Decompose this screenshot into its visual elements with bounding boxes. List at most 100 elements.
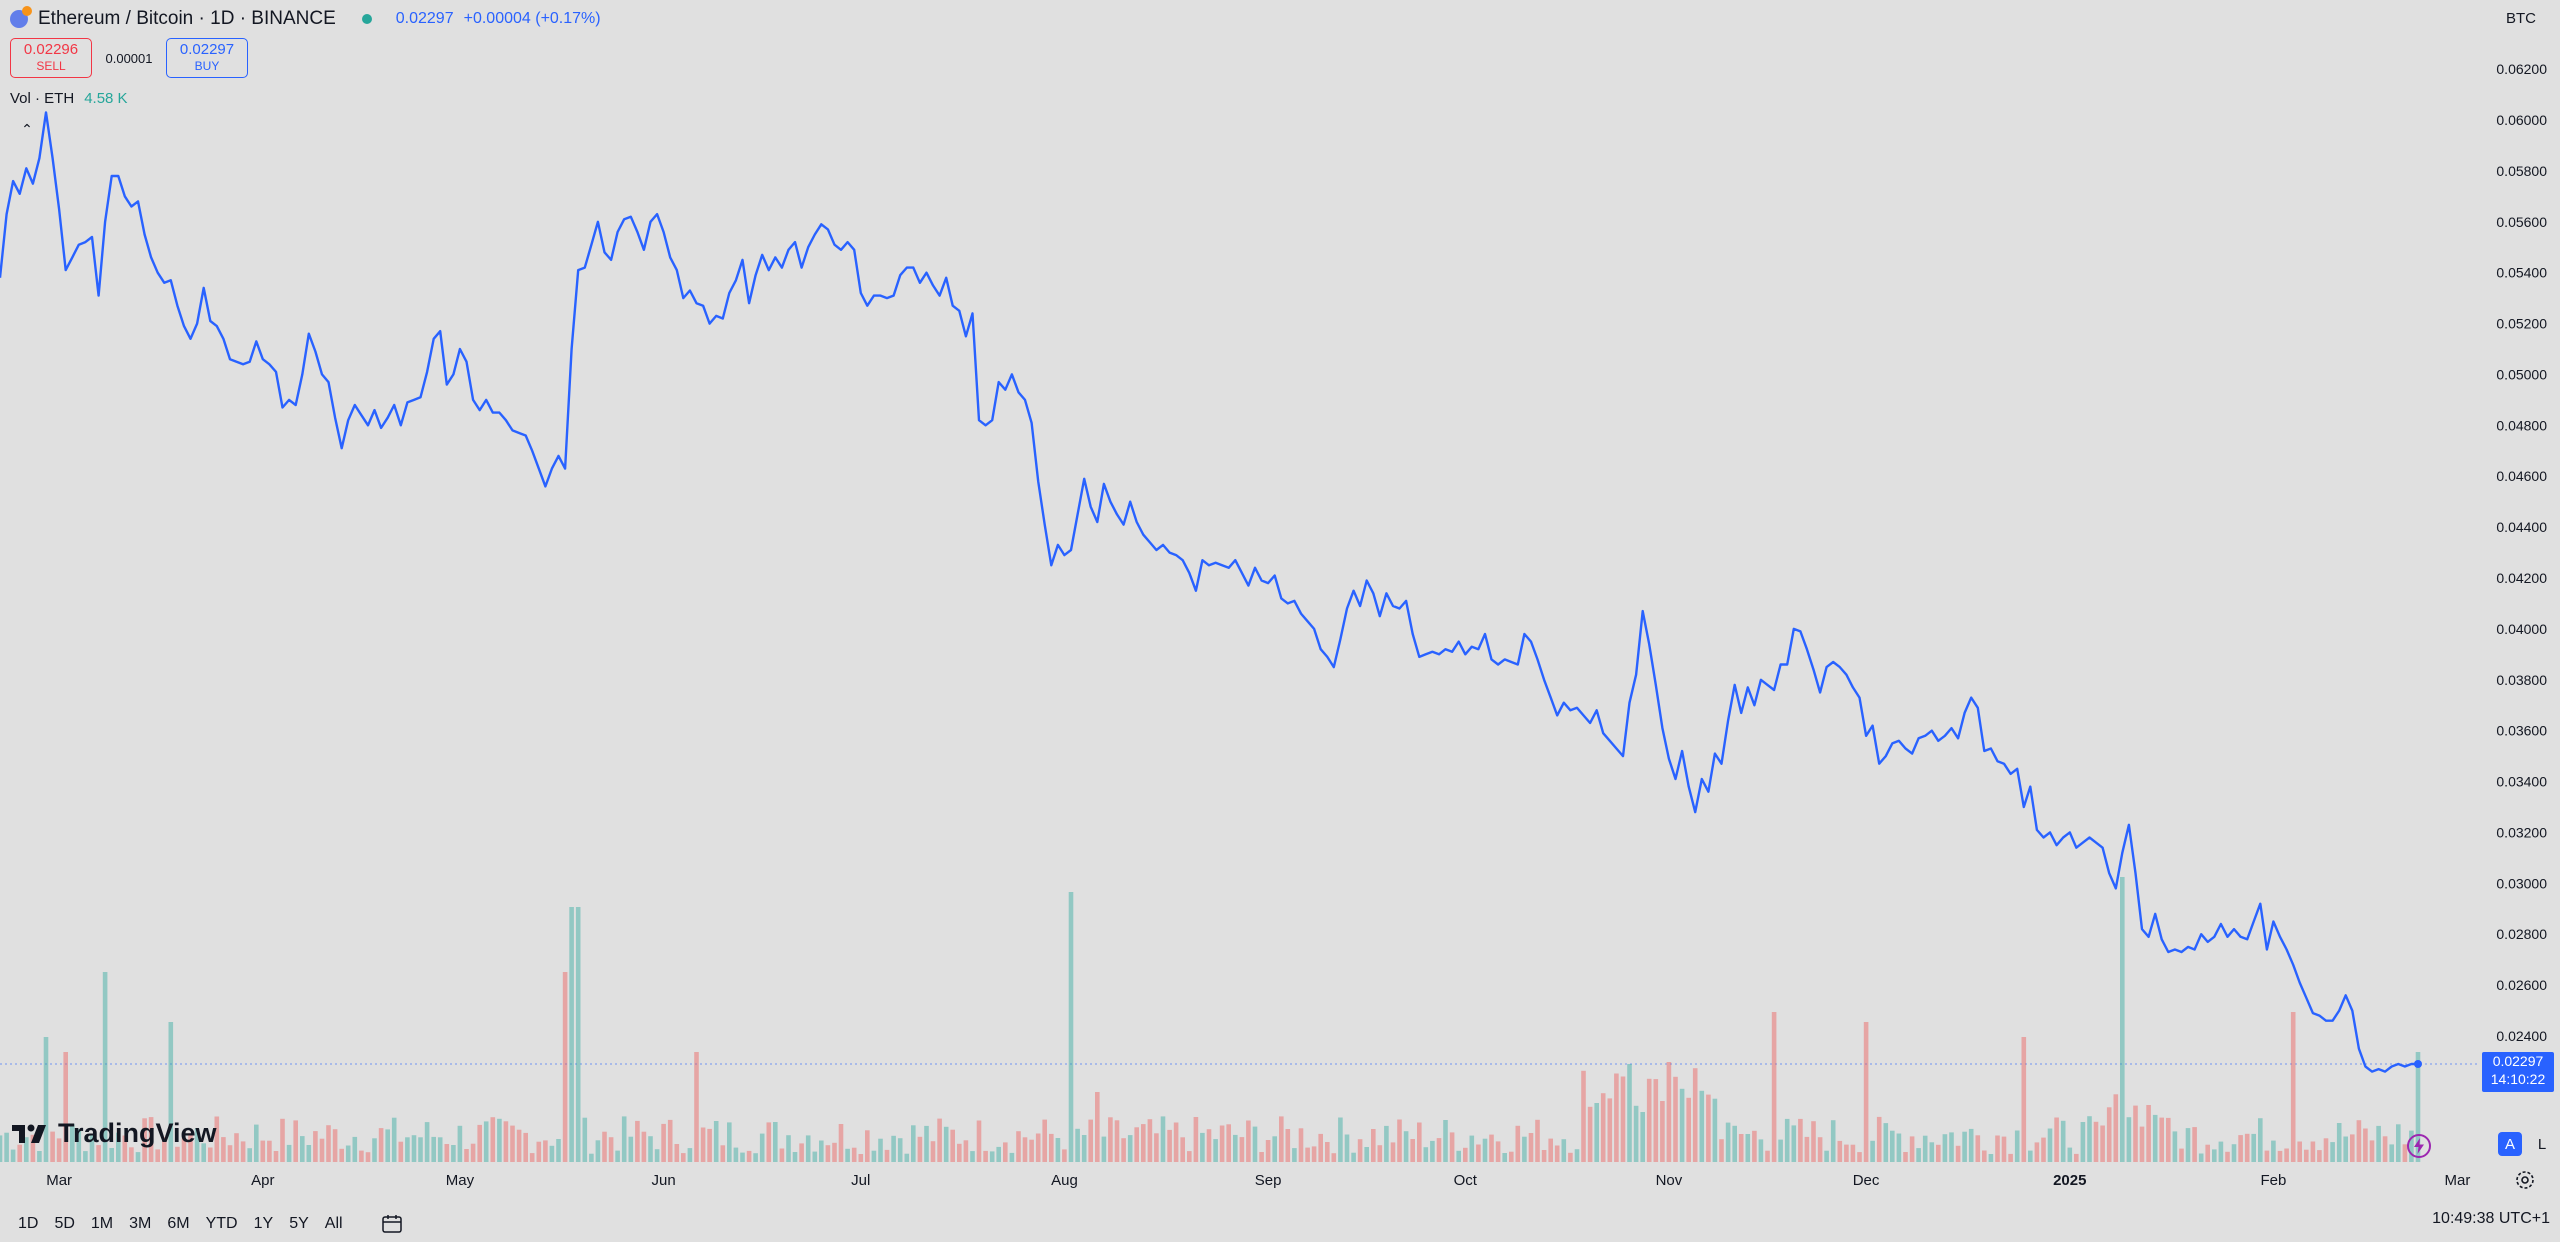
- volume-bar: [740, 1152, 745, 1162]
- volume-bar: [1666, 1062, 1672, 1162]
- volume-bar: [2198, 1153, 2204, 1162]
- volume-legend[interactable]: Vol · ETH 4.58 K: [10, 90, 128, 107]
- volume-bar: [1916, 1148, 1921, 1162]
- log-scale-button[interactable]: L: [2537, 1135, 2547, 1153]
- range-1d-button[interactable]: 1D: [18, 1214, 39, 1232]
- volume-bar: [4, 1132, 9, 1162]
- volume-bar: [1653, 1079, 1659, 1162]
- tradingview-logo-icon: [12, 1124, 46, 1143]
- volume-bar: [1187, 1151, 1192, 1162]
- sell-button[interactable]: 0.02296 SELL: [10, 38, 92, 78]
- volume-bar: [2356, 1120, 2362, 1162]
- volume-bar: [1449, 1132, 1455, 1162]
- volume-bar: [1745, 1134, 1751, 1162]
- volume-bar: [700, 1127, 706, 1162]
- volume-bar: [63, 1052, 68, 1162]
- volume-bar: [365, 1152, 371, 1162]
- volume-bar: [753, 1153, 758, 1162]
- volume-bar: [1929, 1142, 1935, 1162]
- currency-label[interactable]: BTC: [2506, 10, 2536, 27]
- volume-bar: [1088, 1119, 1093, 1162]
- volume-bar: [1154, 1133, 1159, 1162]
- volume-bar: [1009, 1152, 1015, 1162]
- volume-bar: [1554, 1145, 1560, 1162]
- range-all-button[interactable]: All: [324, 1214, 343, 1232]
- volume-bar: [1587, 1106, 1593, 1162]
- symbol-title[interactable]: Ethereum / Bitcoin · 1D · BINANCE: [38, 8, 336, 29]
- volume-label: Vol · ETH: [10, 90, 75, 107]
- volume-bar: [332, 1129, 338, 1162]
- volume-bar: [674, 1144, 680, 1162]
- buy-button[interactable]: 0.02297 BUY: [166, 38, 248, 78]
- volume-bar: [1817, 1137, 1823, 1162]
- y-tick-label: 0.03200: [2496, 824, 2547, 840]
- volume-bar: [786, 1135, 791, 1162]
- volume-bar: [1265, 1140, 1271, 1162]
- y-tick-label: 0.04600: [2496, 468, 2547, 484]
- volume-bar: [2218, 1141, 2224, 1162]
- volume-bar: [1384, 1125, 1389, 1162]
- volume-bar: [2396, 1124, 2401, 1162]
- volume-bar: [1298, 1128, 1304, 1162]
- volume-bar: [1279, 1116, 1284, 1162]
- volume-bar: [1909, 1136, 1915, 1162]
- gear-icon[interactable]: [2513, 1168, 2537, 1192]
- x-tick-label: Nov: [1656, 1172, 1683, 1189]
- volume-bar: [2054, 1117, 2059, 1162]
- volume-bar: [2323, 1138, 2329, 1162]
- volume-bar: [1600, 1093, 1606, 1162]
- volume-bar: [838, 1124, 844, 1162]
- volume-bar: [1436, 1138, 1442, 1162]
- calendar-icon[interactable]: [381, 1214, 403, 1234]
- price-axis[interactable]: 0.02400 0.02600 0.02800 0.03000 0.03200 0.034…: [2496, 61, 2547, 1044]
- volume-bar: [135, 1152, 141, 1162]
- range-1y-button[interactable]: 1Y: [253, 1214, 274, 1232]
- lightning-icon[interactable]: [2406, 1133, 2432, 1159]
- range-1m-button[interactable]: 1M: [90, 1214, 114, 1232]
- volume-bar: [1627, 1064, 1632, 1162]
- volume-bar: [529, 1153, 535, 1162]
- volume-bar: [983, 1150, 988, 1162]
- volume-bar: [208, 1147, 213, 1162]
- volume-bar: [1949, 1132, 1954, 1162]
- x-tick-label: Mar: [46, 1172, 72, 1189]
- volume-bar: [930, 1141, 936, 1162]
- volume-bar: [1804, 1136, 1810, 1162]
- volume-bar: [181, 1138, 187, 1162]
- volume-bar: [1121, 1138, 1126, 1162]
- range-6m-button[interactable]: 6M: [167, 1214, 190, 1232]
- sell-price: 0.02296: [23, 41, 79, 58]
- volume-bar: [431, 1136, 436, 1162]
- volume-bar: [575, 907, 581, 1162]
- volume-bar: [2336, 1123, 2342, 1162]
- volume-bar: [1784, 1118, 1790, 1162]
- volume-bar: [1239, 1137, 1245, 1162]
- volume-bar: [503, 1121, 509, 1162]
- volume-bar: [464, 1149, 469, 1162]
- clock[interactable]: 10:49:38 UTC+1: [2432, 1210, 2550, 1227]
- volume-bar: [641, 1131, 647, 1162]
- volume-bar: [1706, 1094, 1711, 1162]
- volume-bar: [247, 1148, 252, 1162]
- time-axis[interactable]: Mar Apr May Jun Jul Aug Sep Oct Nov Dec 2025 Feb Mar: [46, 1172, 2470, 1189]
- range-5y-button[interactable]: 5Y: [289, 1214, 309, 1232]
- range-5d-button[interactable]: 5D: [54, 1214, 75, 1232]
- y-tick-label: 0.02400: [2496, 1028, 2547, 1044]
- volume-bar: [1068, 892, 1074, 1162]
- auto-scale-button[interactable]: A: [2498, 1132, 2522, 1156]
- volume-bar: [556, 1139, 561, 1162]
- volume-bar: [1338, 1117, 1343, 1162]
- volume-bar: [989, 1151, 995, 1162]
- range-3m-button[interactable]: 3M: [129, 1214, 152, 1232]
- price-tag-value: 0.02297: [2492, 1053, 2544, 1069]
- volume-bar: [227, 1145, 233, 1162]
- volume-bar: [1975, 1135, 1981, 1162]
- volume-bar: [1962, 1131, 1967, 1162]
- price-chart[interactable]: 0.02400 0.02600 0.02800 0.03000 0.03200 0.034…: [0, 0, 2560, 1205]
- volume-bar: [2185, 1128, 2191, 1162]
- collapse-legend-chevron-up-icon[interactable]: ⌃: [21, 120, 33, 137]
- tradingview-logo[interactable]: TradingView: [12, 1118, 217, 1149]
- volume-bar: [490, 1117, 496, 1162]
- y-tick-label: 0.06000: [2496, 112, 2547, 128]
- range-ytd-button[interactable]: YTD: [205, 1214, 238, 1232]
